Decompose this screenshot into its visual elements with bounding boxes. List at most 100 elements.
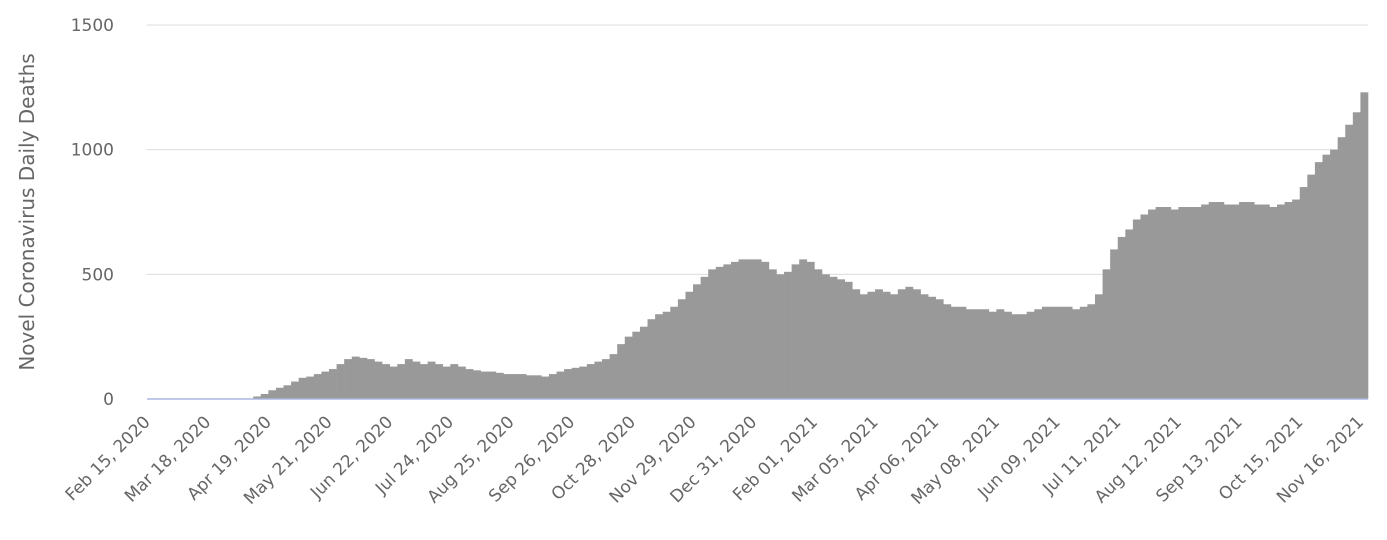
bar	[533, 375, 542, 399]
y-axis-label: Novel Coronavirus Daily Deaths	[15, 53, 39, 370]
bar	[1330, 149, 1338, 399]
bar	[1223, 204, 1232, 399]
bar	[753, 259, 762, 399]
bar	[1276, 204, 1285, 399]
bar	[1003, 311, 1012, 399]
bar	[1125, 229, 1134, 399]
bar	[761, 261, 770, 399]
bar	[586, 364, 595, 399]
bar	[594, 361, 603, 399]
bar	[1231, 204, 1240, 399]
bar	[738, 259, 747, 399]
bar	[382, 364, 390, 399]
bar	[503, 374, 512, 399]
bar	[298, 377, 307, 399]
bar	[397, 364, 406, 399]
bar	[639, 326, 648, 399]
bar	[1079, 306, 1088, 399]
bar	[943, 304, 952, 399]
bar	[806, 261, 815, 399]
bar	[511, 374, 519, 399]
bar	[662, 311, 671, 399]
bar	[624, 336, 633, 399]
bar	[602, 359, 610, 399]
bar	[1284, 202, 1293, 399]
bar	[685, 291, 694, 399]
bar	[366, 359, 375, 399]
bar	[1261, 204, 1270, 399]
bar	[859, 294, 868, 399]
bar	[1314, 162, 1323, 399]
bar	[291, 381, 299, 399]
bar	[1057, 306, 1065, 399]
bar	[1246, 202, 1255, 399]
bar	[1216, 202, 1225, 399]
bar	[435, 364, 444, 399]
bar	[1345, 124, 1354, 399]
bar	[1254, 204, 1263, 399]
bar	[958, 306, 967, 399]
bar	[313, 374, 322, 399]
bar	[791, 264, 800, 399]
bar	[336, 364, 345, 399]
bar	[564, 369, 572, 399]
bar	[306, 376, 315, 399]
bar	[1163, 207, 1172, 399]
bar	[844, 281, 853, 399]
bar	[867, 291, 876, 399]
bar	[670, 306, 679, 399]
bar	[935, 299, 944, 399]
bar	[814, 269, 823, 399]
bar	[374, 361, 383, 399]
bar	[723, 264, 732, 399]
bar	[473, 370, 481, 399]
bar	[973, 309, 982, 399]
bar	[1299, 187, 1308, 399]
bar	[1352, 112, 1361, 400]
y-tick-label: 1000	[71, 141, 114, 161]
bar	[526, 375, 535, 399]
bar	[1185, 207, 1194, 399]
bar	[1094, 294, 1103, 399]
bar	[912, 289, 921, 399]
bar	[450, 364, 459, 399]
bar	[480, 371, 489, 399]
bar	[730, 261, 739, 399]
bar	[768, 269, 777, 399]
bar	[351, 356, 360, 399]
bar	[457, 366, 466, 399]
bar	[344, 359, 353, 399]
bar	[829, 276, 838, 399]
bar	[1201, 204, 1210, 399]
bar	[1208, 202, 1217, 399]
bar	[321, 371, 330, 399]
bar	[950, 306, 959, 399]
bar	[1110, 249, 1119, 399]
bar	[1117, 236, 1126, 399]
bar	[837, 279, 846, 399]
bar	[852, 289, 861, 399]
bar	[1170, 209, 1179, 399]
bar	[488, 371, 497, 399]
bar	[882, 291, 891, 399]
bar	[1178, 207, 1187, 399]
bar	[677, 299, 686, 399]
bar	[329, 369, 337, 399]
bar	[928, 296, 937, 399]
bar	[617, 344, 626, 399]
bar	[821, 274, 830, 399]
bar	[275, 387, 284, 399]
bar	[655, 314, 664, 399]
bar	[1026, 311, 1035, 399]
bar	[1322, 154, 1331, 399]
bar	[495, 372, 504, 399]
bar	[1049, 306, 1058, 399]
bar	[1337, 137, 1346, 399]
bar	[996, 309, 1005, 399]
y-tick-label: 0	[103, 390, 114, 410]
bar	[548, 374, 557, 399]
bar	[1102, 269, 1111, 399]
bar	[404, 359, 413, 399]
bar	[1269, 207, 1278, 399]
